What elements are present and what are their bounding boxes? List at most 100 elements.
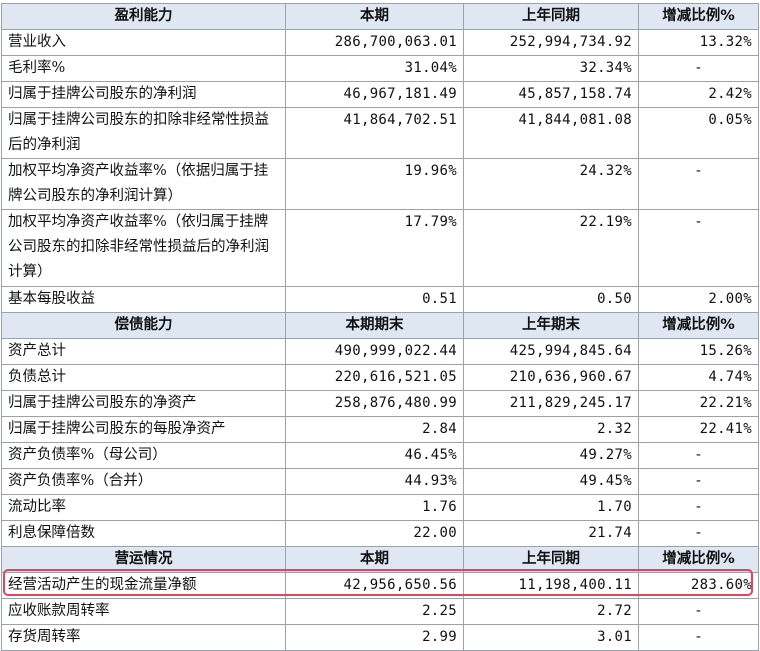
header-cell: 盈利能力 [1,3,286,30]
prior-value: 22.19% [463,209,639,287]
table-row: 归属于挂牌公司股东的净资产 258,876,480.99 211,829,245… [1,390,759,417]
current-value: 46,967,181.49 [285,81,464,108]
change-percent: 0.05% [638,107,759,159]
prior-value: 211,829,245.17 [463,390,639,417]
header-cell: 营运情况 [1,546,286,573]
section-header-solvency: 偿债能力 本期期末 上年期末 增减比例% [1,312,759,339]
row-label: 归属于挂牌公司股东的净资产 [1,390,286,417]
row-label: 资产负债率%（母公司） [1,442,286,469]
row-label: 经营活动产生的现金流量净额 [1,572,286,599]
prior-value: 24.32% [463,158,639,210]
change-percent: - [638,624,759,651]
table-row: 资产负债率%（母公司） 46.45% 49.27% - [1,442,759,469]
row-label: 利息保障倍数 [1,520,286,547]
table-row: 加权平均净资产收益率%（依归属于挂牌公司股东的扣除非经常性损益后的净利润计算） … [1,209,759,287]
change-percent: - [638,158,759,210]
table-row: 归属于挂牌公司股东的净利润 46,967,181.49 45,857,158.7… [1,81,759,108]
row-label: 负债总计 [1,364,286,391]
row-label: 加权平均净资产收益率%（依归属于挂牌公司股东的扣除非经常性损益后的净利润计算） [1,209,286,287]
table-row: 营业收入 286,700,063.01 252,994,734.92 13.32… [1,29,759,56]
change-percent: - [638,598,759,625]
row-label: 归属于挂牌公司股东的净利润 [1,81,286,108]
change-percent: - [638,520,759,547]
prior-value: 11,198,400.11 [463,572,639,599]
current-value: 1.76 [285,494,464,521]
change-percent: 4.74% [638,364,759,391]
prior-value: 3.01 [463,624,639,651]
current-value: 2.25 [285,598,464,625]
current-value: 22.00 [285,520,464,547]
change-percent: - [638,55,759,82]
financial-indicators-table: 盈利能力 本期 上年同期 增减比例% 营业收入 286,700,063.01 2… [1,3,759,651]
current-value: 286,700,063.01 [285,29,464,56]
row-label: 归属于挂牌公司股东的每股净资产 [1,416,286,443]
section-header-profitability: 盈利能力 本期 上年同期 增减比例% [1,3,759,30]
prior-value: 49.27% [463,442,639,469]
prior-value: 1.70 [463,494,639,521]
change-percent: 22.21% [638,390,759,417]
table-row: 存货周转率 2.99 3.01 - [1,624,759,651]
table-row: 负债总计 220,616,521.05 210,636,960.67 4.74% [1,364,759,391]
row-label: 归属于挂牌公司股东的扣除非经常性损益后的净利润 [1,107,286,159]
table-row: 毛利率% 31.04% 32.34% - [1,55,759,82]
row-label: 应收账款周转率 [1,598,286,625]
change-percent: - [638,442,759,469]
header-cell: 增减比例% [638,3,759,30]
current-value: 46.45% [285,442,464,469]
row-label: 基本每股收益 [1,286,286,313]
change-percent: 283.60% [638,572,759,599]
table-row: 加权平均净资产收益率%（依据归属于挂牌公司股东的净利润计算） 19.96% 24… [1,158,759,210]
current-value: 44.93% [285,468,464,495]
header-cell: 上年同期 [463,3,639,30]
prior-value: 0.50 [463,286,639,313]
section-header-operations: 营运情况 本期 上年同期 增减比例% [1,546,759,573]
table-row: 归属于挂牌公司股东的每股净资产 2.84 2.32 22.41% [1,416,759,443]
row-label: 存货周转率 [1,624,286,651]
header-cell: 偿债能力 [1,312,286,339]
header-cell: 本期 [285,3,464,30]
change-percent: - [638,209,759,287]
table-row: 归属于挂牌公司股东的扣除非经常性损益后的净利润 41,864,702.51 41… [1,107,759,159]
current-value: 41,864,702.51 [285,107,464,159]
header-cell: 增减比例% [638,546,759,573]
row-label: 资产总计 [1,338,286,365]
header-cell: 本期 [285,546,464,573]
current-value: 0.51 [285,286,464,313]
prior-value: 210,636,960.67 [463,364,639,391]
change-percent: 2.42% [638,81,759,108]
current-value: 19.96% [285,158,464,210]
header-cell: 增减比例% [638,312,759,339]
prior-value: 2.32 [463,416,639,443]
change-percent: 2.00% [638,286,759,313]
table-row: 基本每股收益 0.51 0.50 2.00% [1,286,759,313]
row-label: 毛利率% [1,55,286,82]
prior-value: 252,994,734.92 [463,29,639,56]
current-value: 2.99 [285,624,464,651]
prior-value: 41,844,081.08 [463,107,639,159]
current-value: 17.79% [285,209,464,287]
prior-value: 2.72 [463,598,639,625]
table-row: 资产负债率%（合并） 44.93% 49.45% - [1,468,759,495]
header-cell: 上年同期 [463,546,639,573]
header-cell: 本期期末 [285,312,464,339]
prior-value: 21.74 [463,520,639,547]
change-percent: 15.26% [638,338,759,365]
row-label: 营业收入 [1,29,286,56]
change-percent: - [638,468,759,495]
prior-value: 425,994,845.64 [463,338,639,365]
table-row: 利息保障倍数 22.00 21.74 - [1,520,759,547]
prior-value: 45,857,158.74 [463,81,639,108]
row-label: 流动比率 [1,494,286,521]
current-value: 31.04% [285,55,464,82]
current-value: 42,956,650.56 [285,572,464,599]
current-value: 2.84 [285,416,464,443]
table-row-highlighted: 经营活动产生的现金流量净额 42,956,650.56 11,198,400.1… [1,572,759,599]
prior-value: 32.34% [463,55,639,82]
change-percent: 13.32% [638,29,759,56]
table-row: 应收账款周转率 2.25 2.72 - [1,598,759,625]
row-label: 加权平均净资产收益率%（依据归属于挂牌公司股东的净利润计算） [1,158,286,210]
table-row: 流动比率 1.76 1.70 - [1,494,759,521]
current-value: 258,876,480.99 [285,390,464,417]
table-row: 资产总计 490,999,022.44 425,994,845.64 15.26… [1,338,759,365]
change-percent: - [638,494,759,521]
